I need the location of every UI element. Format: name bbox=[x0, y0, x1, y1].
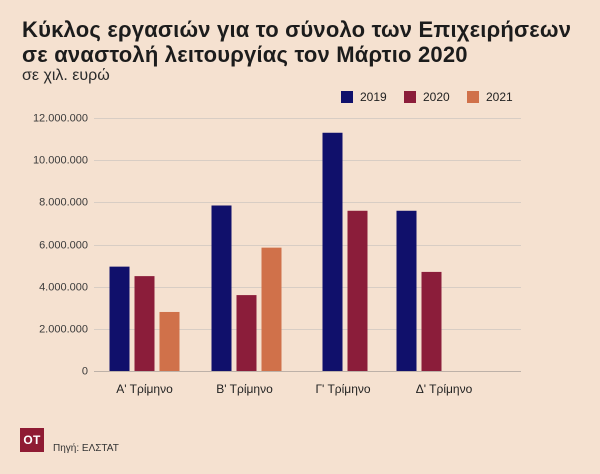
legend-swatch-2020 bbox=[404, 91, 416, 103]
bar-2021-q2 bbox=[261, 247, 282, 371]
x-tick-label: Β' Τρίμηνο bbox=[216, 382, 273, 396]
x-tick-label: Δ' Τρίμηνο bbox=[416, 382, 473, 396]
bar-2020-q4 bbox=[421, 271, 442, 371]
legend-item-2020: 2020 bbox=[404, 91, 467, 103]
source-note: Πηγή: ΕΛΣΤΑΤ bbox=[53, 443, 119, 454]
bar-2020-q1 bbox=[134, 276, 155, 371]
chart-subtitle: σε χιλ. ευρώ bbox=[22, 67, 110, 84]
chart-title: Κύκλος εργασιών για το σύνολο των Επιχει… bbox=[22, 17, 572, 67]
bar-2019-q3 bbox=[322, 132, 343, 371]
y-tick-label: 10.000.000 bbox=[33, 154, 88, 166]
bar-2020-q2 bbox=[236, 295, 257, 371]
ot-logo: OT bbox=[20, 428, 44, 452]
x-axis-labels: Α' Τρίμηνο Β' Τρίμηνο Γ' Τρίμηνο Δ' Τρίμηνο bbox=[116, 382, 472, 396]
bar-2019-q2 bbox=[211, 205, 232, 371]
legend-item-2019: 2019 bbox=[341, 91, 404, 103]
bar-2020-q3 bbox=[347, 210, 368, 371]
y-tick-label: 2.000.000 bbox=[39, 323, 88, 335]
y-tick-label: 6.000.000 bbox=[39, 239, 88, 251]
legend-item-2021: 2021 bbox=[467, 91, 530, 103]
legend-label-2021: 2021 bbox=[486, 90, 513, 104]
gridlines bbox=[94, 118, 521, 372]
bar-2021-q1 bbox=[159, 311, 180, 371]
y-tick-label: 12.000.000 bbox=[33, 112, 88, 124]
bar-2019-q4 bbox=[396, 210, 417, 371]
x-tick-label: Γ' Τρίμηνο bbox=[315, 382, 370, 396]
legend-swatch-2021 bbox=[467, 91, 479, 103]
legend-label-2020: 2020 bbox=[423, 90, 450, 104]
bars bbox=[109, 132, 442, 371]
y-tick-label: 0 bbox=[82, 365, 88, 377]
legend-label-2019: 2019 bbox=[360, 90, 387, 104]
bar-2019-q1 bbox=[109, 266, 130, 371]
x-tick-label: Α' Τρίμηνο bbox=[116, 382, 173, 396]
legend: 2019 2020 2021 bbox=[341, 91, 530, 103]
y-tick-label: 8.000.000 bbox=[39, 196, 88, 208]
y-axis-ticks: 0 2.000.000 4.000.000 6.000.000 8.000.000 10.… bbox=[33, 112, 88, 377]
y-tick-label: 4.000.000 bbox=[39, 281, 88, 293]
legend-swatch-2019 bbox=[341, 91, 353, 103]
